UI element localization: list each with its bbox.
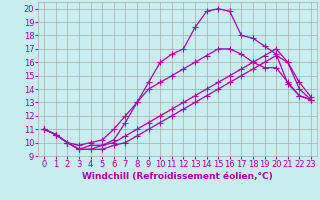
X-axis label: Windchill (Refroidissement éolien,°C): Windchill (Refroidissement éolien,°C) (82, 172, 273, 181)
